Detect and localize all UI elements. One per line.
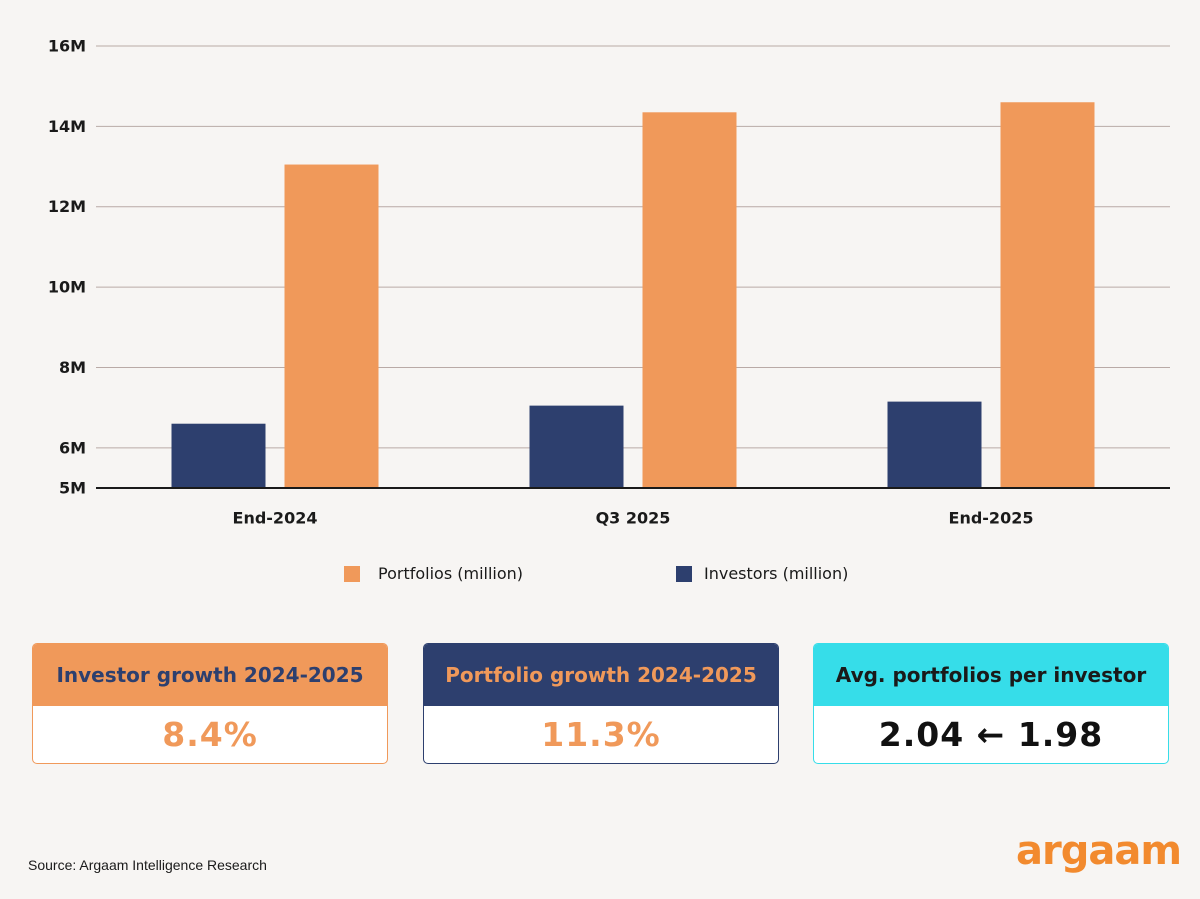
y-tick-label-12M: 12M: [48, 197, 86, 216]
y-tick-label-14M: 14M: [48, 117, 86, 136]
investor-growth-title: Investor growth 2024-2025: [33, 644, 387, 706]
source-note: Source: Argaam Intelligence Research: [28, 857, 267, 873]
bar-chart: 5M 6M 8M 10M 12M 14M 16M End-2024 Q3 2025 End-202…: [48, 37, 1170, 528]
investor-growth-card: Investor growth 2024-2025 8.4%: [32, 643, 388, 764]
y-tick-label-8M: 8M: [59, 358, 86, 377]
bar-portfolios-q3-2025: [642, 112, 737, 489]
portfolio-growth-card: Portfolio growth 2024-2025 11.3%: [423, 643, 779, 764]
chart-legend: Portfolios (million) Investors (million): [0, 564, 1200, 590]
avg-portfolios-title: Avg. portfolios per investor: [814, 644, 1168, 706]
bar-portfolios-end-2024: [284, 164, 379, 488]
portfolio-growth-value: 11.3%: [541, 715, 661, 754]
bar-portfolios-end-2025: [1000, 102, 1095, 488]
bar-investors-end-2024: [171, 423, 266, 488]
legend-label-portfolios: Portfolios (million): [378, 564, 524, 583]
legend-swatch-investors: [676, 565, 692, 582]
legend-label-investors: Investors (million): [704, 564, 849, 583]
investor-growth-value: 8.4%: [162, 715, 258, 754]
legend-item-investors: Investors (million): [676, 564, 848, 583]
x-category-label-1: Q3 2025: [596, 509, 671, 528]
y-tick-label-6M: 6M: [59, 438, 86, 457]
y-tick-label-5M: 5M: [59, 479, 86, 498]
avg-portfolios-value: 2.04 ← 1.98: [878, 715, 1104, 754]
y-tick-label-10M: 10M: [48, 278, 86, 297]
legend-item-portfolios: Portfolios (million): [344, 564, 523, 583]
bar-investors-end-2025: [887, 401, 982, 488]
x-category-label-0: End-2024: [233, 509, 318, 528]
argaam-logo: argaam: [1016, 828, 1182, 874]
portfolio-growth-title: Portfolio growth 2024-2025: [424, 644, 778, 706]
legend-swatch-portfolios: [344, 565, 360, 582]
avg-portfolios-card: Avg. portfolios per investor 2.04 ← 1.98: [813, 643, 1169, 764]
y-tick-label-16M: 16M: [48, 37, 86, 56]
x-category-label-2: End-2025: [949, 509, 1034, 528]
bar-investors-q3-2025: [529, 405, 624, 488]
